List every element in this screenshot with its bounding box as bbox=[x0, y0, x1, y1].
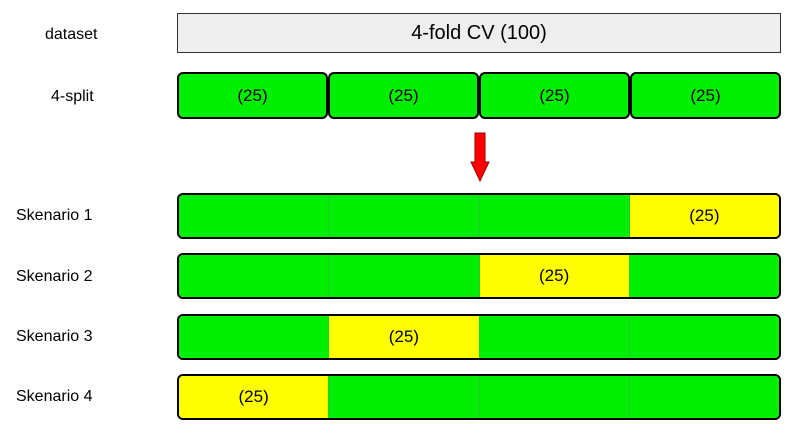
scenario-4-fold-2 bbox=[329, 376, 480, 418]
scenario-2-label: Skenario 2 bbox=[16, 268, 93, 285]
scenario-3-fold-4 bbox=[629, 316, 779, 358]
scenario-1-fold-3 bbox=[479, 195, 630, 237]
scenario-1-label: Skenario 1 bbox=[16, 207, 93, 224]
scenario-4-fold-3 bbox=[479, 376, 630, 418]
split-fold-1: (25) bbox=[177, 72, 328, 119]
scenario-4-fold-4 bbox=[629, 376, 779, 418]
scenario-2-fold-2 bbox=[329, 255, 480, 297]
split-fold-2: (25) bbox=[328, 72, 479, 119]
scenario-4-row: (25) bbox=[177, 374, 781, 420]
dataset-box-text: 4-fold CV (100) bbox=[411, 21, 547, 44]
split-row: (25) (25) (25) (25) bbox=[177, 72, 781, 119]
scenario-4-label: Skenario 4 bbox=[16, 388, 93, 405]
scenario-1-fold-4: (25) bbox=[629, 195, 779, 237]
scenario-3-fold-3 bbox=[479, 316, 630, 358]
scenario-3-row: (25) bbox=[177, 314, 781, 360]
scenario-2-row: (25) bbox=[177, 253, 781, 299]
scenario-2-fold-4 bbox=[629, 255, 779, 297]
split-fold-3: (25) bbox=[479, 72, 630, 119]
scenario-2-fold-1 bbox=[179, 255, 330, 297]
split-label: 4-split bbox=[51, 88, 94, 105]
scenario-3-fold-2: (25) bbox=[329, 316, 480, 358]
scenario-1-fold-1 bbox=[179, 195, 330, 237]
down-arrow-icon bbox=[470, 132, 490, 182]
scenario-4-fold-1: (25) bbox=[179, 376, 330, 418]
dataset-label: dataset bbox=[45, 26, 98, 43]
split-fold-4: (25) bbox=[630, 72, 781, 119]
dataset-box: 4-fold CV (100) bbox=[177, 13, 781, 53]
scenario-3-label: Skenario 3 bbox=[16, 328, 93, 345]
scenario-1-fold-2 bbox=[329, 195, 480, 237]
scenario-3-fold-1 bbox=[179, 316, 330, 358]
scenario-2-fold-3: (25) bbox=[479, 255, 630, 297]
scenario-1-row: (25) bbox=[177, 193, 781, 239]
